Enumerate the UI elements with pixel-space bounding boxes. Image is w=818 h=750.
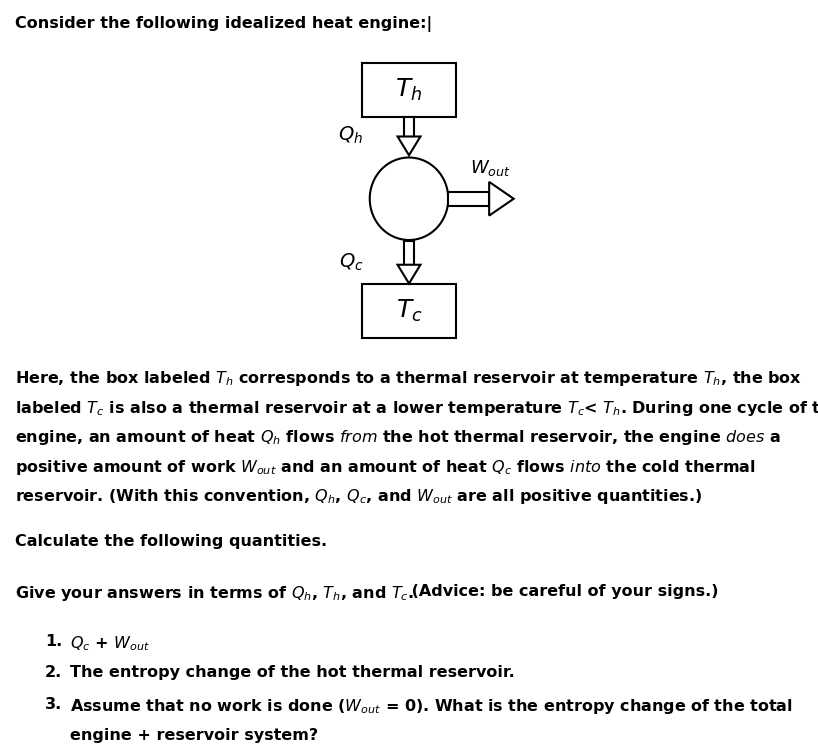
- Text: engine, an amount of heat $Q_h$ flows $\mathit{from}$ the hot thermal reservoir,: engine, an amount of heat $Q_h$ flows $\…: [15, 428, 780, 447]
- Text: labeled $T_c$ is also a thermal reservoir at a lower temperature $T_c$< $T_h$. D: labeled $T_c$ is also a thermal reservoi…: [15, 399, 818, 418]
- Ellipse shape: [370, 158, 448, 240]
- Bar: [404, 117, 414, 136]
- Text: Calculate the following quantities.: Calculate the following quantities.: [15, 534, 327, 549]
- Text: Assume that no work is done ($W_{out}$ = 0). What is the entropy change of the t: Assume that no work is done ($W_{out}$ =…: [70, 697, 792, 715]
- Text: engine + reservoir system?: engine + reservoir system?: [70, 728, 317, 742]
- Bar: [404, 242, 414, 265]
- Text: $Q_c$: $Q_c$: [339, 252, 363, 273]
- FancyBboxPatch shape: [362, 63, 456, 117]
- Polygon shape: [398, 265, 420, 284]
- Text: $T_h$: $T_h$: [395, 77, 423, 103]
- Polygon shape: [489, 182, 514, 216]
- Polygon shape: [398, 136, 420, 155]
- Bar: [448, 192, 489, 206]
- Text: 1.: 1.: [45, 634, 62, 650]
- Text: Give your answers in terms of $Q_h$, $T_h$, and $T_c$.: Give your answers in terms of $Q_h$, $T_…: [15, 584, 414, 603]
- Text: reservoir. (With this convention, $Q_h$, $Q_c$, and $W_{out}$ are all positive q: reservoir. (With this convention, $Q_h$,…: [15, 488, 702, 506]
- Text: $T_c$: $T_c$: [396, 298, 422, 324]
- Text: Here, the box labeled $T_h$ corresponds to a thermal reservoir at temperature $T: Here, the box labeled $T_h$ corresponds …: [15, 369, 802, 388]
- Text: Consider the following idealized heat engine:|: Consider the following idealized heat en…: [15, 16, 432, 32]
- Text: (Advice: be careful of your signs.): (Advice: be careful of your signs.): [406, 584, 718, 599]
- Text: $Q_c$ + $W_{out}$: $Q_c$ + $W_{out}$: [70, 634, 150, 653]
- Text: $Q_h$: $Q_h$: [338, 125, 363, 146]
- Text: $W_{out}$: $W_{out}$: [470, 158, 511, 178]
- Text: 3.: 3.: [45, 697, 62, 712]
- Text: positive amount of work $W_{out}$ and an amount of heat $Q_c$ flows $\mathit{int: positive amount of work $W_{out}$ and an…: [15, 458, 756, 477]
- Text: 2.: 2.: [45, 665, 62, 680]
- FancyBboxPatch shape: [362, 284, 456, 338]
- Text: The entropy change of the hot thermal reservoir.: The entropy change of the hot thermal re…: [70, 665, 515, 680]
